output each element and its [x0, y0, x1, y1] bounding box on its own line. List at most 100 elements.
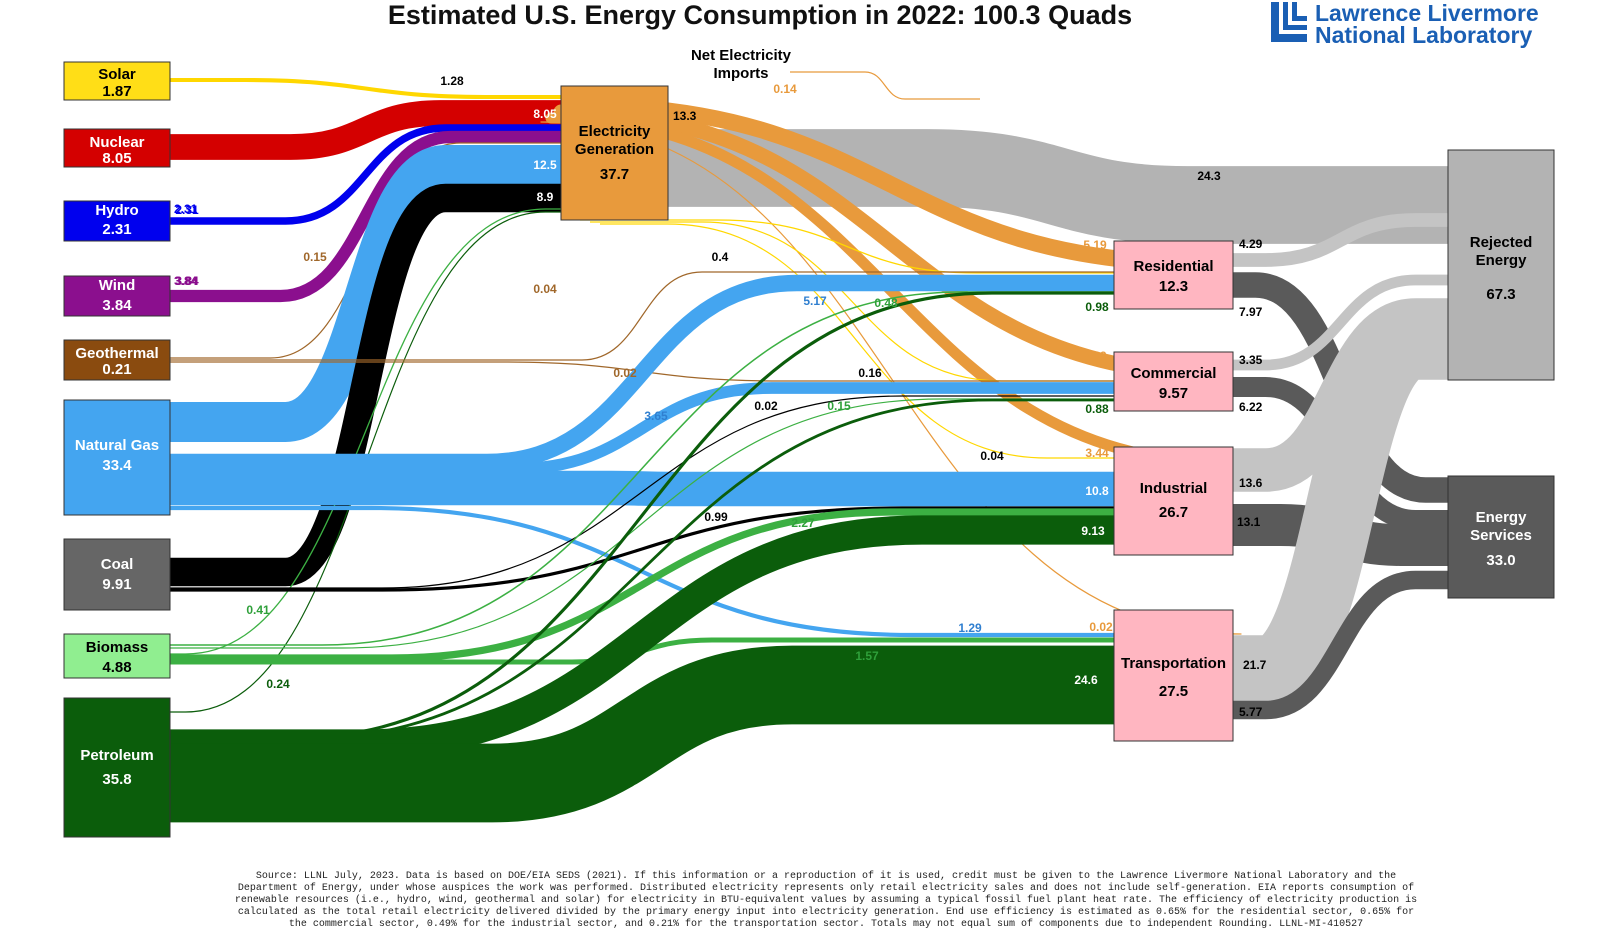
annotation-label: 2.31 — [174, 202, 198, 216]
flow-label: 21.7 — [1243, 658, 1267, 672]
flow-label: 3.84 — [175, 274, 199, 288]
flow-transportation-to-services — [1233, 570, 1448, 720]
flow-label: 9.13 — [1081, 524, 1105, 538]
node-box — [63, 633, 171, 679]
flow-layer — [170, 71, 1451, 823]
label-layer: 1.28 8.05 2.31 3.84 0.15 12.5 8.9 0.41 0.24 0.14 2… — [174, 47, 1267, 719]
flow-petroleum-to-industrial — [170, 515, 1114, 759]
source-note-line: Department of Energy, under whose auspic… — [238, 882, 1414, 894]
annotation-label: Imports — [713, 65, 768, 82]
flow-coal-to-industrial — [170, 506, 1114, 592]
node-box — [63, 128, 171, 168]
node-box — [63, 399, 171, 516]
flow-label: 0.02 — [1089, 620, 1113, 634]
flow-label: 2.27 — [791, 516, 815, 530]
flow-coal-to-elec — [170, 183, 561, 587]
node-name: Solar — [98, 66, 136, 83]
node-value: 33.4 — [102, 457, 132, 474]
flow-coal-to-commercial — [170, 395, 1114, 589]
node-layer: Solar1.87Nuclear8.05Hydro2.31Wind3.84Geo… — [63, 61, 1555, 838]
flow-label: 0.16 — [858, 366, 882, 380]
flow-elec-to-rejected — [668, 129, 1448, 244]
flow-label: 0.48 — [874, 296, 898, 310]
flow-label: 0.15 — [827, 399, 851, 413]
node-residential: Residential 12.3 — [1113, 240, 1234, 310]
flow-transportation-to-rejected — [1230, 310, 1451, 705]
flow-label: 5.19 — [1083, 238, 1107, 252]
node-name: Nuclear — [89, 134, 144, 151]
node-value: 35.8 — [102, 771, 131, 788]
node-value: 2.31 — [102, 221, 131, 238]
flow-label: 0.24 — [266, 677, 290, 691]
node-commercial: Commercial 9.57 — [1113, 351, 1234, 412]
source-note-line: calculated as the total retail electrici… — [238, 906, 1414, 918]
node-name: Hydro — [95, 202, 138, 219]
flow-label: 6.22 — [1239, 400, 1263, 414]
node-box — [63, 275, 171, 317]
flow-nuclear-to-elec — [170, 100, 561, 160]
node-petroleum: Petroleum 35.8 — [63, 697, 171, 838]
node-name: Industrial — [1140, 480, 1208, 497]
node-box — [63, 538, 171, 611]
flow-label: 0.99 — [704, 510, 728, 524]
flow-elec-to-residential — [562, 96, 1220, 273]
node-coal: Coal 9.91 — [63, 538, 171, 611]
flow-label: 7.97 — [1239, 305, 1263, 319]
node-name: Natural Gas — [75, 437, 159, 454]
node-box — [1113, 351, 1234, 412]
flow-solar-to-industrial — [600, 223, 1114, 459]
flow-label: 1.57 — [855, 649, 879, 663]
flow-petroleum-to-commercial — [170, 398, 1114, 742]
flow-label: 0.04 — [533, 282, 557, 296]
flow-label: 0.4 — [712, 250, 729, 264]
flow-label: 13.1 — [1237, 515, 1261, 529]
node-box — [1113, 609, 1234, 742]
node-natgas: Natural Gas 33.4 — [63, 399, 171, 516]
logo-line-2: National Laboratory — [1315, 22, 1532, 48]
node-value: 67.3 — [1486, 286, 1515, 303]
source-note-line: renewable resources (i.e., hydro, wind, … — [235, 894, 1417, 906]
logo-line-1: Lawrence Livermore — [1315, 0, 1539, 26]
node-name: Energy — [1476, 252, 1528, 269]
flow-label: 12.5 — [533, 158, 557, 172]
annotation-label: 3.84 — [174, 274, 198, 288]
node-value: 27.5 — [1159, 683, 1188, 700]
flow-biomass-to-residential — [170, 291, 1114, 646]
node-value: 3.84 — [102, 297, 132, 314]
flow-biomass-to-industrial — [170, 508, 1114, 662]
flow-label: 24.6 — [1074, 673, 1098, 687]
flow-label: 1.28 — [440, 74, 464, 88]
flow-natgas-to-commercial — [170, 382, 1114, 475]
node-industrial: Industrial 26.7 — [1113, 446, 1234, 556]
node-name: Residential — [1133, 258, 1213, 275]
flow-commercial-to-rejected — [1233, 274, 1448, 371]
annotation-label: Net Electricity — [691, 47, 792, 64]
flow-label: 24.3 — [1197, 169, 1221, 183]
node-value: 0.21 — [102, 361, 131, 378]
flow-label: 5.77 — [1239, 705, 1263, 719]
annotation-label: 13.3 — [673, 109, 697, 123]
flow-label: 3.44 — [1085, 446, 1109, 460]
flow-biomass-to-commercial — [170, 398, 1114, 649]
node-value: 1.87 — [102, 83, 131, 100]
source-note-line: Source: LLNL July, 2023. Data is based o… — [256, 870, 1396, 882]
flow-label: 3.35 — [1239, 353, 1263, 367]
flow-residential-to-rejected — [1233, 213, 1448, 267]
node-name: Electricity — [579, 123, 651, 140]
node-box — [1447, 149, 1555, 381]
flow-petroleum-to-residential — [170, 291, 1114, 740]
node-box — [63, 61, 171, 101]
node-value: 8.05 — [102, 150, 131, 167]
node-name: Petroleum — [80, 747, 153, 764]
flow-label: 0.88 — [1085, 402, 1109, 416]
node-value: 12.3 — [1159, 278, 1188, 295]
node-name: Coal — [101, 556, 134, 573]
flow-label: 8.05 — [533, 107, 557, 121]
node-box — [1113, 446, 1234, 556]
flow-natgas-to-residential — [170, 274, 1114, 471]
flow-label: 4.29 — [1239, 237, 1263, 251]
